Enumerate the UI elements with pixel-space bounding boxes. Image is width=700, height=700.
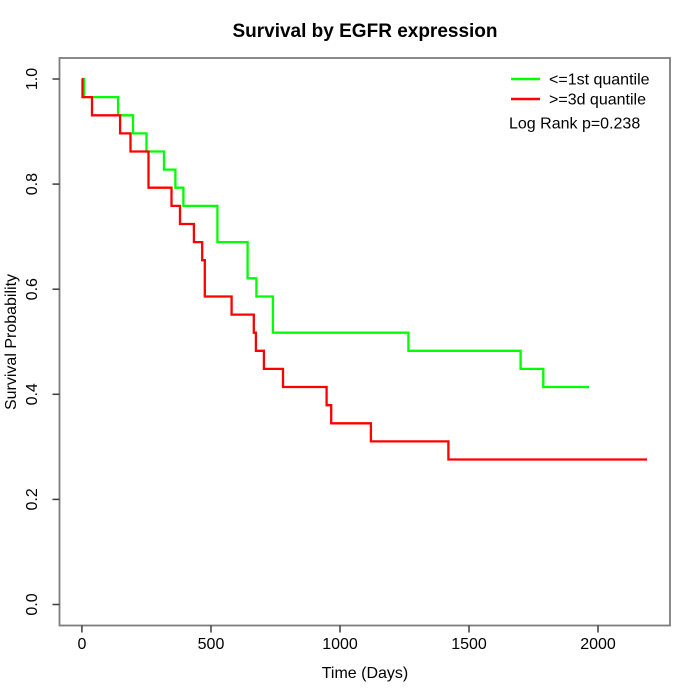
y-tick-label: 0.8 xyxy=(24,173,41,195)
legend-label-ge-3d-quantile: >=3d quantile xyxy=(549,92,646,109)
axes: 0 500 1000 1500 2000 0.0 0.2 0.4 0.6 0.8 1.0 xyxy=(24,57,671,653)
y-tick-label: 0.6 xyxy=(24,278,41,300)
x-tick-label: 500 xyxy=(198,636,225,653)
legend: <=1st quantile >=3d quantile Log Rank p=… xyxy=(509,72,650,133)
km-curve-ge-3d-quantile xyxy=(81,77,647,461)
log-rank-pvalue: Log Rank p=0.238 xyxy=(509,116,640,133)
plot-box xyxy=(58,57,671,627)
x-tick-label: 2000 xyxy=(580,636,616,653)
km-curve-le-1st-quantile xyxy=(81,77,589,389)
km-curves xyxy=(81,77,647,461)
y-tick-label: 0.2 xyxy=(24,488,41,510)
x-tick-label: 1000 xyxy=(322,636,358,653)
legend-label-le-1st-quantile: <=1st quantile xyxy=(549,72,650,89)
y-tick-label: 1.0 xyxy=(24,68,41,90)
y-tick-label: 0.4 xyxy=(24,383,41,405)
y-tick-label: 0.0 xyxy=(24,593,41,615)
chart-title: Survival by EGFR expression xyxy=(232,21,497,42)
x-tick-label: 0 xyxy=(77,636,86,653)
x-axis-label: Time (Days) xyxy=(322,665,409,682)
y-axis-label: Survival Probability xyxy=(3,274,20,410)
x-tick-label: 1500 xyxy=(451,636,487,653)
